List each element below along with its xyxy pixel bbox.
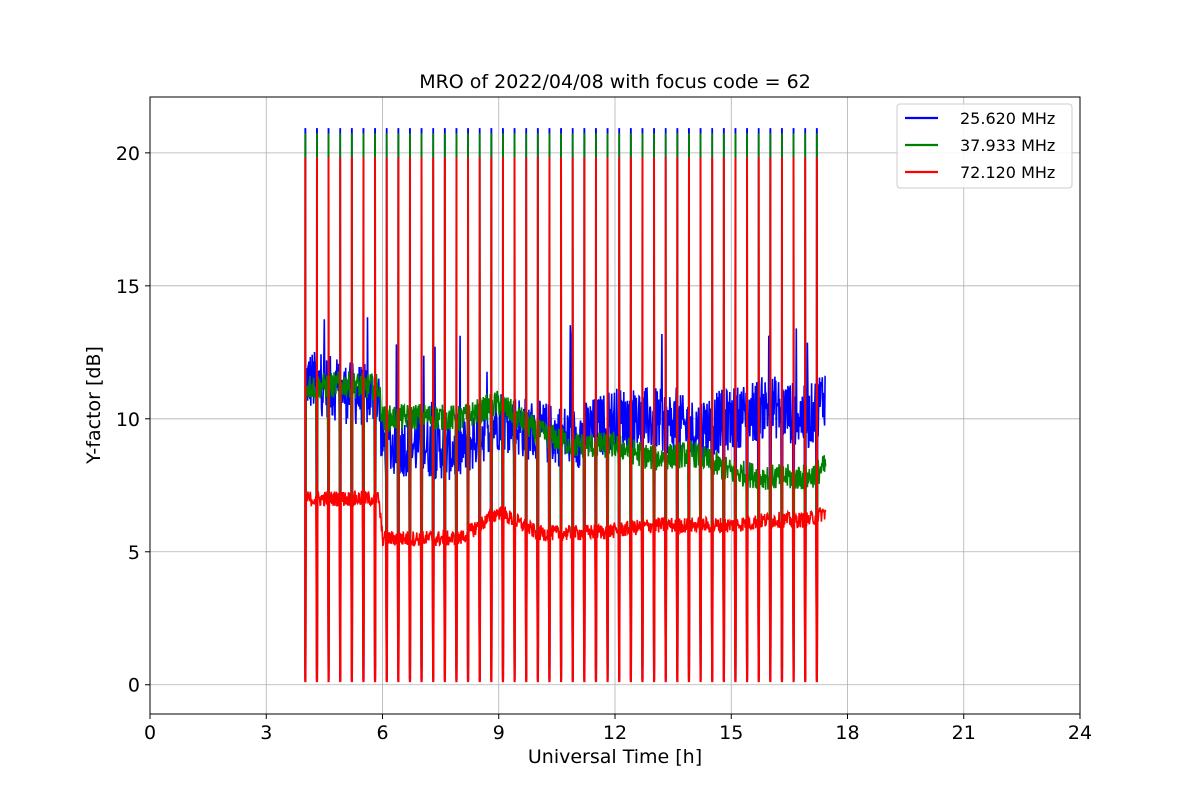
y-tick-label: 10 xyxy=(116,409,140,431)
legend: 25.620 MHz 37.933 MHz 72.120 MHz xyxy=(896,103,1073,189)
legend-label-72mhz: 72.120 MHz xyxy=(960,163,1055,182)
x-tick-label: 12 xyxy=(603,722,627,744)
x-tick-label: 6 xyxy=(376,722,388,744)
x-tick-label: 0 xyxy=(144,722,156,744)
x-tick-label: 9 xyxy=(493,722,505,744)
chart-title: MRO of 2022/04/08 with focus code = 62 xyxy=(419,71,811,93)
y-tick-label: 20 xyxy=(116,143,140,165)
x-tick-label: 21 xyxy=(952,722,976,744)
y-tick-label: 0 xyxy=(128,675,140,697)
x-axis: 0 3 6 9 12 15 18 21 24 xyxy=(144,714,1092,744)
legend-label-37mhz: 37.933 MHz xyxy=(960,136,1055,155)
y-tick-label: 5 xyxy=(128,542,140,564)
x-tick-label: 18 xyxy=(835,722,859,744)
x-tick-label: 24 xyxy=(1068,722,1092,744)
y-axis-label: Y-factor [dB] xyxy=(83,346,105,465)
series-line-37mhz xyxy=(304,133,827,669)
y-axis: 0 5 10 15 20 xyxy=(116,143,150,697)
x-tick-label: 15 xyxy=(719,722,743,744)
x-axis-label: Universal Time [h] xyxy=(528,746,702,768)
series-line-72mhz xyxy=(304,157,827,683)
series-line-25mhz xyxy=(304,128,826,680)
legend-box xyxy=(896,103,1073,189)
plot-area xyxy=(304,128,827,683)
x-tick-label: 3 xyxy=(260,722,272,744)
legend-label-25mhz: 25.620 MHz xyxy=(960,109,1055,128)
y-tick-label: 15 xyxy=(116,276,140,298)
